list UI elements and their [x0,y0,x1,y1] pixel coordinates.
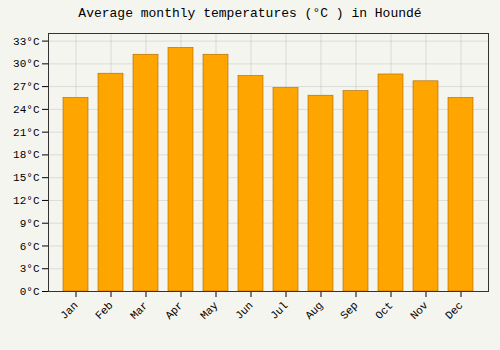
svg-text:May: May [198,299,221,322]
svg-text:6°C: 6°C [20,240,40,252]
svg-text:9°C: 9°C [20,218,40,230]
svg-text:30°C: 30°C [13,58,40,70]
svg-text:24°C: 24°C [13,104,40,116]
svg-text:Nov: Nov [408,299,431,322]
svg-text:Dec: Dec [443,299,465,321]
svg-text:Jun: Jun [233,299,255,321]
svg-text:21°C: 21°C [13,127,40,139]
svg-text:Apr: Apr [163,299,185,321]
svg-text:Jul: Jul [268,299,290,321]
svg-text:12°C: 12°C [13,195,40,207]
svg-text:Mar: Mar [128,299,150,321]
html-text:Average monthly temperatures (: Average monthly temperatures (°C ) in Ho… [78,6,422,21]
svg-text:Oct: Oct [373,299,395,321]
svg-text:15°C: 15°C [13,172,40,184]
svg-text:33°C: 33°C [13,36,40,48]
svg-text:3°C: 3°C [20,263,40,275]
svg-text:18°C: 18°C [13,149,40,161]
svg-text:27°C: 27°C [13,81,40,93]
svg-text:Sep: Sep [338,299,360,321]
svg-text:0°C: 0°C [20,286,40,298]
svg-text:Feb: Feb [93,299,115,321]
svg-text:Aug: Aug [303,299,325,321]
svg-text:Jan: Jan [58,299,80,321]
